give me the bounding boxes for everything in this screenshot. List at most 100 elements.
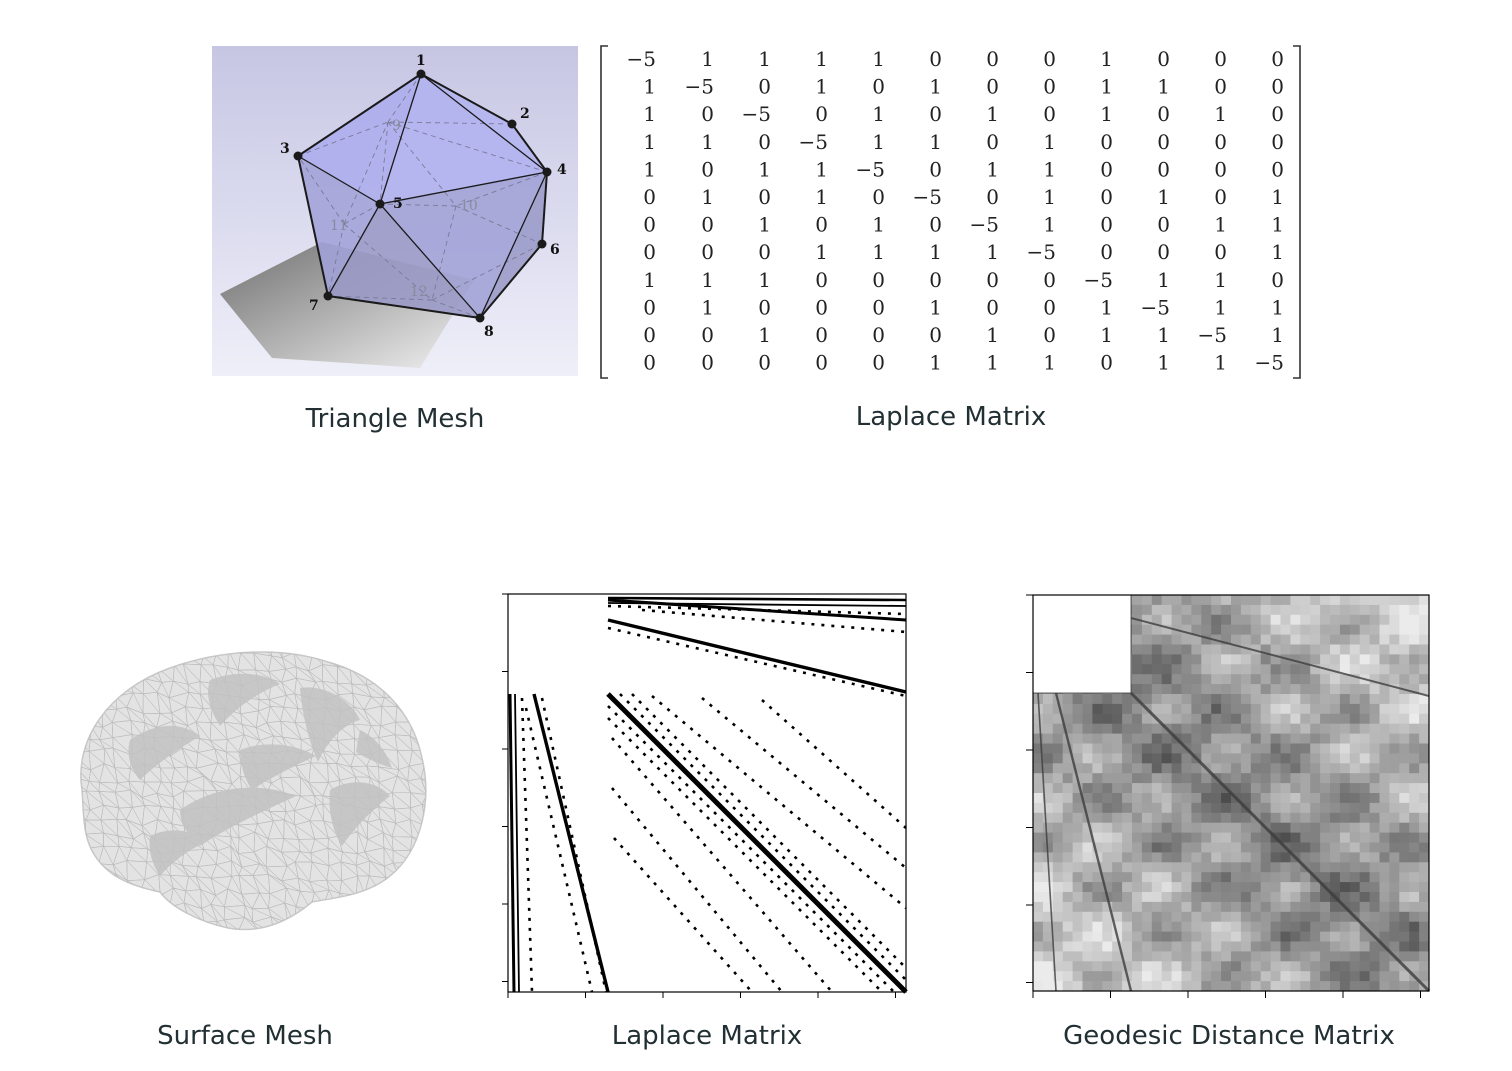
geodesic-cell xyxy=(1339,703,1351,715)
geodesic-cell xyxy=(1330,743,1341,754)
geodesic-cell xyxy=(1260,862,1272,873)
brain-mesh-triangle xyxy=(409,849,426,863)
geodesic-cell xyxy=(1250,941,1262,952)
geodesic-cell xyxy=(1062,971,1074,982)
geodesic-cell xyxy=(1201,921,1212,933)
geodesic-cell xyxy=(1409,595,1420,606)
geodesic-cell xyxy=(1339,654,1351,665)
brain-mesh-triangle xyxy=(408,918,426,930)
geodesic-cell xyxy=(1181,941,1192,952)
geodesic-cell xyxy=(1250,832,1262,843)
geodesic-cell xyxy=(1300,961,1311,972)
geodesic-cell xyxy=(1409,961,1420,972)
matrix-cell: 1 xyxy=(1100,323,1113,347)
mesh-hidden-edge xyxy=(387,121,548,173)
geodesic-cell xyxy=(1171,713,1182,725)
matrix-cell: −5 xyxy=(1141,295,1170,319)
geodesic-cell xyxy=(1260,842,1272,853)
matrix-cell: 0 xyxy=(815,351,828,375)
geodesic-cell xyxy=(1290,595,1301,606)
geodesic-cell xyxy=(1112,921,1123,933)
geodesic-cell xyxy=(1201,674,1212,685)
geodesic-cell xyxy=(1201,822,1212,834)
geodesic-cell xyxy=(1132,951,1143,962)
geodesic-cell xyxy=(1181,694,1192,705)
surface-mesh-caption: Surface Mesh xyxy=(157,1021,333,1051)
geodesic-cell xyxy=(1052,763,1064,774)
geodesic-cell xyxy=(1112,872,1123,883)
geodesic-cell xyxy=(1280,981,1291,992)
geodesic-ridge xyxy=(1129,691,1431,993)
geodesic-cell xyxy=(1409,684,1420,695)
geodesic-cell xyxy=(1072,743,1083,754)
matrix-cell: 1 xyxy=(815,157,828,181)
geodesic-cell xyxy=(1330,604,1341,616)
geodesic-cell xyxy=(1250,793,1262,804)
geodesic-cell xyxy=(1171,694,1182,705)
geodesic-cell xyxy=(1151,783,1163,794)
brain-mesh-triangle xyxy=(408,887,426,907)
geodesic-cell xyxy=(1349,901,1361,913)
geodesic-cell xyxy=(1310,713,1321,725)
geodesic-cell xyxy=(1141,743,1153,754)
geodesic-cell xyxy=(1339,911,1351,923)
brain-mesh-triangle xyxy=(253,933,273,948)
geodesic-cell xyxy=(1211,892,1222,903)
matrix-cell: −5 xyxy=(1198,323,1227,347)
geodesic-cell xyxy=(1300,743,1311,754)
geodesic-cell xyxy=(1389,921,1400,933)
brain-mesh-triangle xyxy=(411,651,426,658)
geodesic-cell xyxy=(1339,763,1351,774)
geodesic-cell xyxy=(1419,604,1430,616)
geodesic-cell xyxy=(1310,684,1321,695)
geodesic-cell xyxy=(1211,674,1222,685)
matrix-cell: −5 xyxy=(856,157,885,181)
geodesic-cell xyxy=(1191,664,1202,675)
geodesic-cell xyxy=(1320,862,1331,873)
geodesic-cell xyxy=(1211,961,1222,972)
geodesic-cell xyxy=(1290,773,1301,784)
geodesic-cell xyxy=(1052,822,1064,834)
geodesic-cell xyxy=(1330,812,1341,824)
mesh-edge xyxy=(420,73,548,173)
geodesic-cell xyxy=(1409,654,1420,665)
geodesic-cell xyxy=(1161,703,1173,715)
geodesic-cell xyxy=(1191,713,1202,725)
brain-mesh-triangle xyxy=(60,720,77,738)
matrix-cell: 0 xyxy=(986,185,999,209)
geodesic-cell xyxy=(1310,822,1321,834)
matrix-cell: 0 xyxy=(929,47,942,71)
geodesic-cell xyxy=(1191,872,1202,883)
brain-mesh-triangle xyxy=(423,932,438,950)
brain-mesh-triangle xyxy=(97,889,119,909)
matrix-cell: 0 xyxy=(872,323,885,347)
matrix-cell: 0 xyxy=(643,185,656,209)
geodesic-cell xyxy=(1419,614,1430,626)
geodesic-cell xyxy=(1310,981,1321,992)
geodesic-cell xyxy=(1211,921,1222,933)
geodesic-cell xyxy=(1112,892,1123,903)
mesh-vertex-label: 8 xyxy=(484,324,494,340)
geodesic-cell xyxy=(1161,604,1173,616)
geodesic-cell xyxy=(1389,624,1400,636)
geodesic-cell xyxy=(1132,723,1143,735)
geodesic-cell xyxy=(1290,654,1301,665)
geodesic-cell xyxy=(1250,892,1262,903)
geodesic-cell xyxy=(1290,961,1301,972)
geodesic-cell xyxy=(1369,654,1380,665)
geodesic-cell xyxy=(1221,763,1232,774)
geodesic-cell xyxy=(1240,931,1252,942)
geodesic-cell xyxy=(1300,783,1311,794)
geodesic-cell xyxy=(1389,793,1400,804)
matrix-cell: 1 xyxy=(643,102,656,126)
brain-mesh-triangle xyxy=(103,664,117,687)
geodesic-cell xyxy=(1191,595,1202,606)
brain-mesh-triangle xyxy=(100,930,119,947)
matrix-cell: 1 xyxy=(929,130,942,154)
geodesic-cell xyxy=(1339,951,1351,962)
geodesic-cell xyxy=(1240,862,1252,873)
geodesic-cell xyxy=(1330,733,1341,744)
matrix-cell: 0 xyxy=(1157,130,1170,154)
brain-mesh-triangle xyxy=(60,806,75,822)
geodesic-cell xyxy=(1171,882,1182,893)
